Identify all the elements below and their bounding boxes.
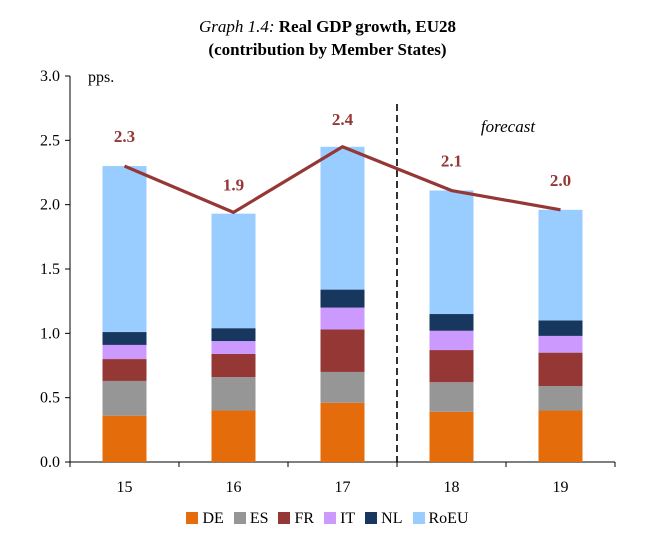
data-label: 2.4	[332, 110, 354, 129]
data-label: 2.0	[550, 171, 571, 190]
y-tick-label: 0.0	[40, 454, 60, 471]
data-label: 2.3	[114, 127, 135, 146]
y-axis-unit: pps.	[88, 69, 114, 86]
legend-swatch	[278, 512, 291, 525]
bar-nl-19	[538, 320, 583, 336]
forecast-label: forecast	[481, 117, 536, 136]
legend-swatch	[412, 512, 425, 525]
y-tick-label: 2.5	[40, 132, 60, 149]
bar-fr-18	[429, 350, 474, 383]
bar-it-16	[211, 341, 256, 354]
data-label: 2.1	[441, 152, 462, 171]
chart-title-prefix: Graph 1.4:	[198, 17, 275, 36]
x-tick-label: 17	[335, 479, 351, 496]
chart-subtitle: (contribution by Member States)	[208, 40, 447, 59]
x-tick-label: 15	[117, 479, 133, 496]
legend-swatch	[186, 512, 199, 525]
bar-de-15	[102, 415, 147, 462]
bar-de-19	[538, 410, 583, 462]
x-tick-label: 19	[553, 479, 569, 496]
legend: DE ES FR IT NL RoEU	[0, 510, 655, 528]
data-label: 1.9	[223, 175, 244, 194]
legend-swatch	[324, 512, 337, 525]
bar-fr-17	[320, 329, 365, 372]
bar-nl-16	[211, 328, 256, 342]
y-tick-label: 0.5	[40, 390, 60, 407]
legend-swatch	[233, 512, 246, 525]
legend-item-it: IT	[324, 510, 355, 528]
legend-item-nl: NL	[365, 510, 403, 528]
bar-nl-18	[429, 314, 474, 331]
bar-it-17	[320, 307, 365, 330]
bar-es-18	[429, 382, 474, 412]
legend-label: FR	[294, 510, 315, 528]
legend-label: ES	[249, 510, 269, 528]
bar-roeu-19	[538, 209, 583, 321]
legend-item-fr: FR	[278, 510, 314, 528]
y-tick-label: 3.0	[40, 68, 60, 85]
bar-nl-15	[102, 332, 147, 345]
bar-it-19	[538, 335, 583, 353]
x-tick-label: 16	[226, 479, 242, 496]
bar-roeu-15	[102, 166, 147, 333]
legend-item-es: ES	[233, 510, 269, 528]
bar-de-18	[429, 411, 474, 462]
legend-item-roeu: RoEU	[412, 510, 469, 528]
bar-roeu-17	[320, 146, 365, 290]
y-tick-label: 2.0	[40, 197, 60, 214]
bar-es-17	[320, 371, 365, 403]
bar-fr-16	[211, 353, 256, 378]
chart-title-main: Real GDP growth, EU28	[278, 17, 457, 36]
legend-label: NL	[381, 510, 403, 528]
bar-de-16	[211, 410, 256, 462]
legend-item-de: DE	[186, 510, 224, 528]
y-tick-label: 1.5	[40, 261, 60, 278]
legend-label: IT	[340, 510, 356, 528]
y-tick-label: 1.0	[40, 325, 60, 342]
legend-label: RoEU	[428, 510, 469, 528]
bar-it-18	[429, 330, 474, 351]
chart-title: Graph 1.4: Real GDP growth, EU28	[0, 16, 655, 38]
x-tick-label: 18	[444, 479, 460, 496]
bar-es-16	[211, 377, 256, 411]
bar-it-15	[102, 344, 147, 360]
bar-roeu-16	[211, 213, 256, 329]
bar-de-17	[320, 402, 365, 462]
bar-es-15	[102, 380, 147, 416]
legend-label: DE	[202, 510, 224, 528]
bar-fr-15	[102, 359, 147, 381]
bar-fr-19	[538, 352, 583, 387]
bar-es-19	[538, 386, 583, 411]
legend-swatch	[365, 512, 378, 525]
bar-roeu-18	[429, 190, 474, 315]
bar-nl-17	[320, 289, 365, 308]
